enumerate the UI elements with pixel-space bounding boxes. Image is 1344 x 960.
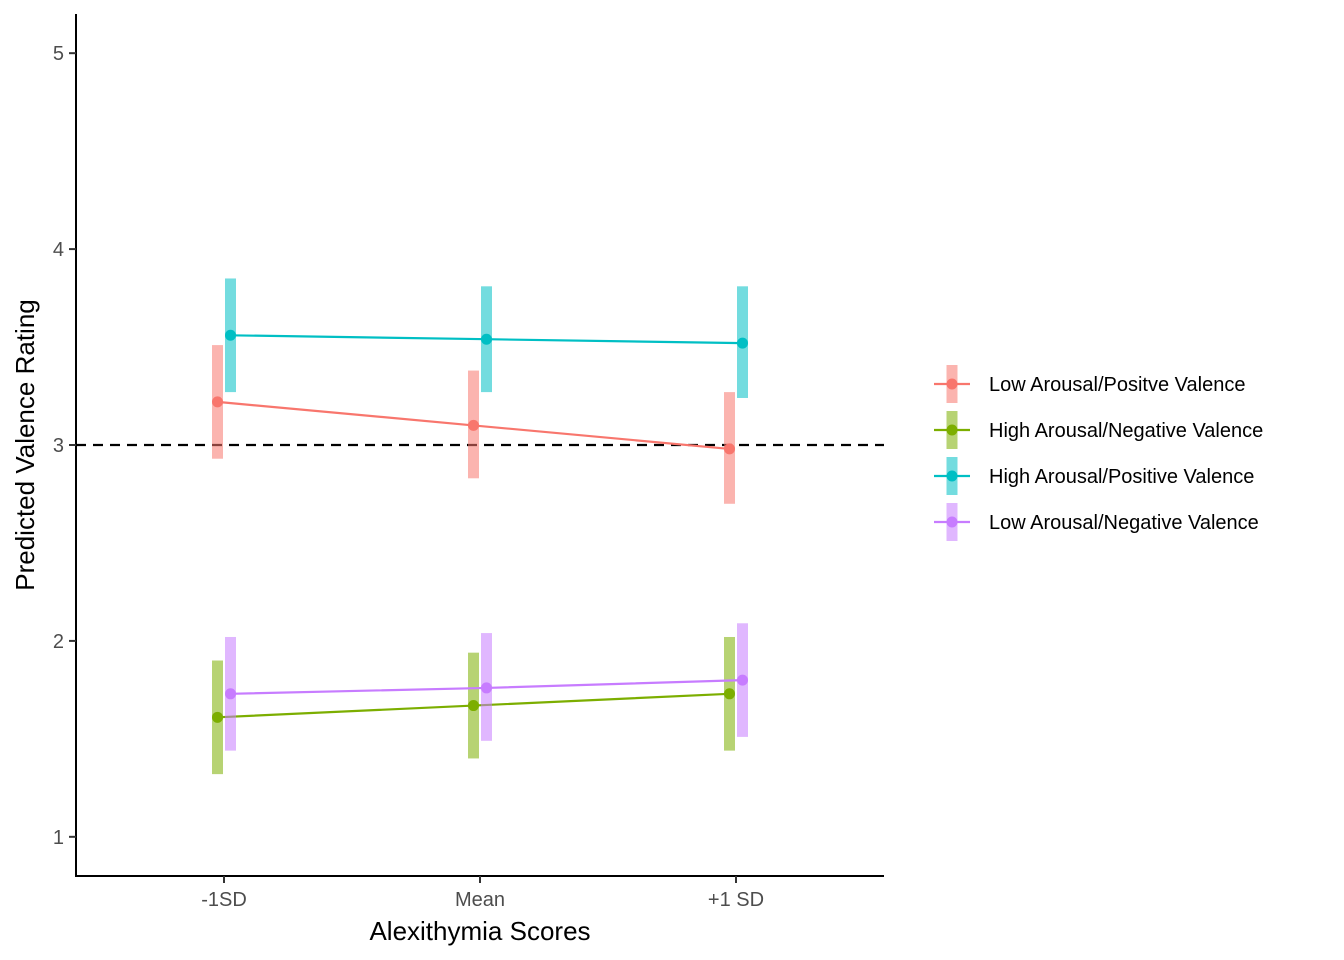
legend-key-point (946, 516, 958, 528)
y-tick-label: 5 (53, 43, 64, 65)
legend-item: Low Arousal/Negative Valence (934, 503, 1259, 541)
series-3 (225, 278, 748, 398)
legend-key-point (946, 424, 958, 436)
data-point (724, 443, 735, 455)
x-axis: -1SD Mean +1 SD (75, 875, 884, 911)
data-point (212, 711, 223, 723)
data-point (225, 688, 236, 700)
y-tick-label: 1 (53, 827, 64, 849)
legend-item: High Arousal/Positive Valence (934, 457, 1254, 495)
data-point (737, 337, 748, 349)
data-point (481, 682, 492, 694)
y-tick-label: 3 (53, 435, 64, 457)
y-axis: 1 2 3 4 5 (53, 14, 77, 877)
legend: Low Arousal/Positve Valence High Arousal/… (934, 365, 1263, 541)
series-4 (225, 623, 748, 751)
data-point (468, 419, 479, 431)
legend-label: High Arousal/Negative Valence (989, 420, 1263, 442)
legend-key-point (946, 470, 958, 482)
y-axis-title: Predicted Valence Rating (10, 299, 40, 590)
legend-label: Low Arousal/Negative Valence (989, 512, 1259, 534)
series-1 (212, 345, 735, 504)
data-point (737, 674, 748, 686)
x-tick-label: -1SD (201, 889, 247, 911)
data-point (724, 688, 735, 700)
x-tick-label: +1 SD (708, 889, 764, 911)
y-tick-label: 2 (53, 631, 64, 653)
x-axis-title: Alexithymia Scores (369, 916, 590, 946)
x-tick-label: Mean (455, 889, 505, 911)
data-point (225, 329, 236, 341)
series-2 (212, 636, 735, 775)
legend-label: Low Arousal/Positve Valence (989, 374, 1245, 396)
legend-item: High Arousal/Negative Valence (934, 411, 1263, 449)
data-point (212, 396, 223, 408)
y-tick-label: 4 (53, 239, 64, 261)
plot-area (76, 278, 884, 775)
legend-key-point (946, 378, 958, 390)
data-point (481, 333, 492, 345)
legend-item: Low Arousal/Positve Valence (934, 365, 1245, 403)
legend-label: High Arousal/Positive Valence (989, 466, 1254, 488)
data-point (468, 700, 479, 712)
